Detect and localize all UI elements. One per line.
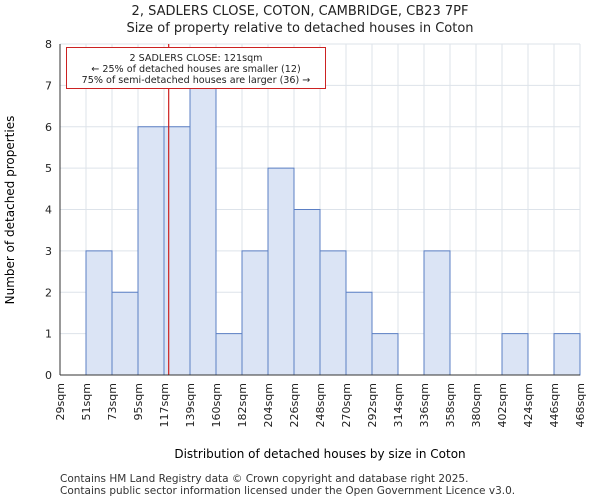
x-tick-label: 358sqm [444, 383, 457, 427]
x-tick-label: 424sqm [522, 383, 535, 427]
y-tick-label: 1 [45, 328, 52, 341]
histogram-bar [215, 333, 243, 376]
x-tick-label: 117sqm [158, 383, 171, 427]
y-tick-label: 2 [45, 286, 52, 299]
x-tick-label: 182sqm [236, 383, 249, 427]
x-tick-label: 226sqm [288, 383, 301, 427]
histogram-bar [319, 250, 347, 376]
x-tick-label: 292sqm [366, 383, 379, 427]
x-tick-label: 446sqm [548, 383, 561, 427]
x-tick-label: 160sqm [210, 383, 223, 427]
footer-line-1: Contains HM Land Registry data © Crown c… [60, 473, 469, 485]
x-tick-label: 139sqm [184, 383, 197, 427]
x-tick-label: 380sqm [470, 383, 483, 427]
x-tick-label: 314sqm [392, 383, 405, 427]
y-tick-label: 0 [45, 369, 52, 382]
annotation-line-1: 2 SADLERS CLOSE: 121sqm [129, 53, 263, 64]
histogram-bar [241, 250, 269, 376]
x-axis-label: Distribution of detached houses by size … [174, 447, 465, 461]
x-tick-label: 29sqm [54, 383, 67, 420]
y-tick-label: 6 [45, 121, 52, 134]
annotation-line-3: 75% of semi-detached houses are larger (… [81, 75, 311, 86]
histogram-bar [345, 291, 373, 376]
x-tick-label: 51sqm [80, 383, 93, 420]
x-tick-label: 248sqm [314, 383, 327, 427]
histogram-bar [189, 84, 217, 376]
axes: 0 1 2 3 4 5 6 7 8 29sqm 51sqm 73sqm 95sqm 117sqm 139sq… [45, 38, 587, 427]
annotation-line-2: ← 25% of detached houses are smaller (12… [91, 64, 301, 75]
x-tick-label: 402sqm [496, 383, 509, 427]
histogram-bar [501, 333, 529, 376]
marker-annotation: 2 SADLERS CLOSE: 121sqm ← 25% of detache… [66, 47, 326, 89]
y-tick-label: 8 [45, 38, 52, 51]
x-tick-label: 204sqm [262, 383, 275, 427]
chart-title: 2, SADLERS CLOSE, COTON, CAMBRIDGE, CB23… [131, 4, 469, 19]
x-tick-label: 336sqm [418, 383, 431, 427]
x-tick-label: 73sqm [106, 383, 119, 420]
y-tick-label: 5 [45, 162, 52, 175]
x-tick-label: 270sqm [340, 383, 353, 427]
x-tick-label: 95sqm [132, 383, 145, 420]
histogram-bar [267, 167, 295, 376]
y-tick-label: 7 [45, 79, 52, 92]
footer-line-2: Contains public sector information licen… [60, 485, 516, 497]
histogram-bar [293, 209, 321, 376]
y-tick-label: 4 [45, 204, 52, 217]
x-tick-label: 468sqm [574, 383, 587, 427]
chart-subtitle: Size of property relative to detached ho… [126, 21, 474, 36]
histogram-bar [553, 333, 581, 376]
histogram-bar [85, 250, 113, 376]
histogram-bar [163, 126, 191, 376]
y-tick-label: 3 [45, 245, 52, 258]
bars [85, 84, 581, 376]
histogram-bar [111, 291, 139, 376]
y-axis-label: Number of detached properties [3, 116, 17, 305]
histogram-bar [371, 333, 399, 376]
histogram-bar [137, 126, 165, 376]
histogram-bar [423, 250, 451, 376]
